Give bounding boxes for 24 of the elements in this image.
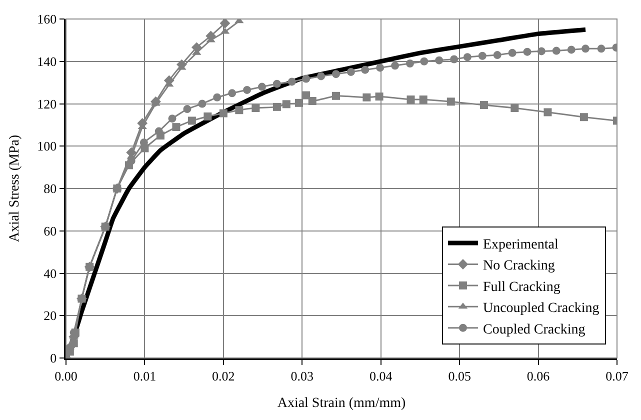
y-tick-label: 40 bbox=[44, 266, 57, 281]
y-tick-label: 140 bbox=[37, 54, 57, 69]
x-tick-label: 0.01 bbox=[133, 368, 156, 384]
y-tick-label: 120 bbox=[37, 96, 57, 112]
x-tick-label: 0.05 bbox=[448, 368, 471, 384]
legend-label: Full Cracking bbox=[482, 280, 560, 295]
x-tick-label: 0.03 bbox=[290, 368, 314, 384]
y-tick-label: 60 bbox=[44, 223, 57, 238]
x-axis-title: Axial Strain (mm/mm) bbox=[277, 396, 406, 412]
y-tick-label: 160 bbox=[37, 12, 57, 27]
x-tick-label: 0.00 bbox=[54, 368, 78, 384]
legend-label: Uncoupled Cracking bbox=[482, 301, 600, 316]
legend-label: Experimental bbox=[482, 238, 559, 252]
y-tick-label: 100 bbox=[37, 138, 57, 154]
x-tick-label: 0.02 bbox=[212, 368, 235, 384]
x-tick-label: 0.07 bbox=[606, 368, 629, 384]
y-axis-title: Axial Stress (MPa) bbox=[7, 134, 22, 242]
legend-label: No Cracking bbox=[482, 258, 555, 274]
x-tick-label: 0.06 bbox=[526, 368, 550, 384]
y-tick-label: 20 bbox=[44, 308, 57, 324]
x-tick-label: 0.04 bbox=[369, 368, 393, 384]
y-tick-label: 80 bbox=[44, 181, 57, 196]
legend-label: Coupled Cracking bbox=[482, 322, 586, 338]
y-tick-label: 0 bbox=[50, 350, 57, 366]
